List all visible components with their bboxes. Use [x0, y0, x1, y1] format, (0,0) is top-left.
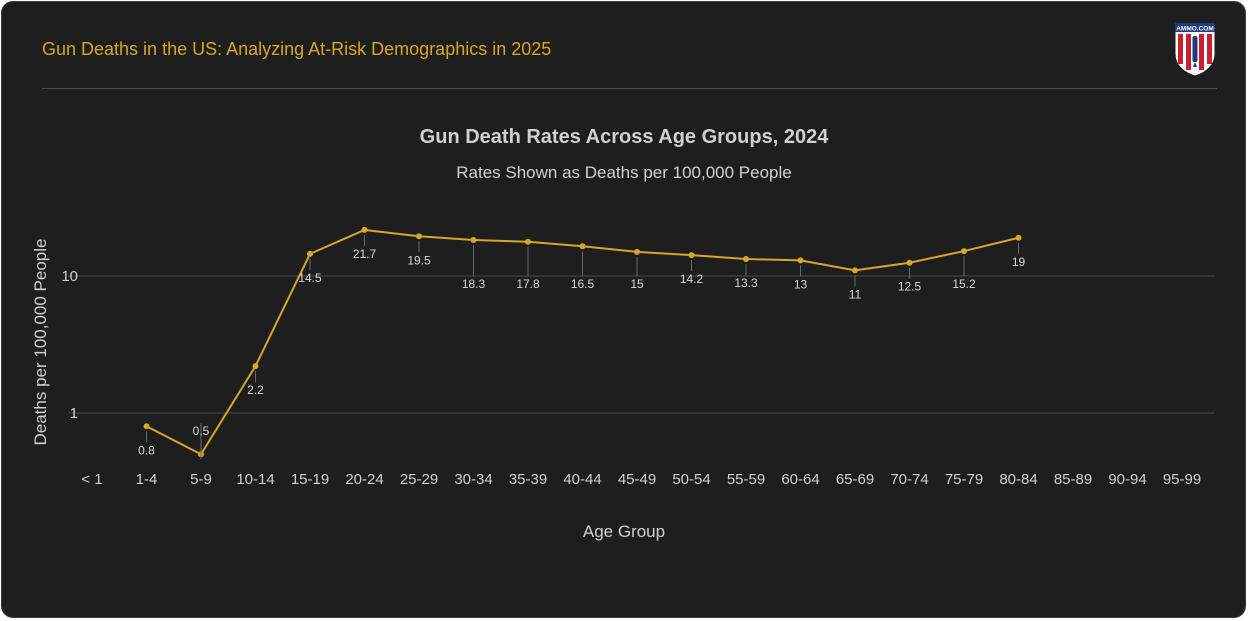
y-axis-ticks: 1 10	[61, 268, 78, 422]
data-label: 19	[1012, 255, 1026, 269]
data-label: 2.2	[247, 383, 264, 397]
data-label: 13.3	[734, 276, 758, 290]
data-label: 14.5	[298, 271, 322, 285]
page-title: Gun Deaths in the US: Analyzing At-Risk …	[42, 39, 552, 59]
data-point	[416, 233, 422, 240]
chart-subtitle: Rates Shown as Deaths per 100,000 People	[456, 163, 792, 182]
data-label: 14.2	[680, 272, 704, 286]
x-tick-label: 10-14	[236, 471, 274, 488]
data-point	[143, 423, 150, 430]
data-point	[797, 257, 804, 264]
y-axis-label: Deaths per 100,000 People	[31, 239, 50, 446]
data-label: 12.5	[898, 280, 922, 294]
data-label: 19.5	[407, 253, 431, 267]
x-tick-label: 65-69	[836, 471, 874, 488]
x-tick-label: 45-49	[618, 471, 656, 488]
x-tick-label: 85-89	[1054, 471, 1092, 488]
x-axis-label: Age Group	[583, 522, 665, 541]
data-point	[252, 363, 259, 370]
data-label: 0.8	[138, 443, 155, 457]
x-tick-label: 20-24	[345, 471, 383, 488]
x-tick-label: 40-44	[563, 471, 601, 488]
y-tick-label: 10	[61, 268, 78, 285]
x-tick-label: 95-99	[1163, 471, 1201, 488]
header-divider	[42, 88, 1217, 89]
data-point	[906, 259, 913, 266]
data-point	[307, 250, 313, 257]
x-tick-label: 90-94	[1108, 471, 1146, 488]
x-tick-label: 70-74	[890, 471, 928, 488]
data-point	[852, 267, 858, 274]
x-axis-ticks: < 1 1-4 5-9 10-14 15-19 20-24 25-29 30-34 35-39 4…	[81, 471, 1201, 488]
x-tick-label: 60-64	[781, 471, 819, 488]
data-label: 16.5	[571, 277, 595, 291]
x-tick-label: 75-79	[945, 471, 983, 488]
data-label: 18.3	[462, 277, 486, 291]
data-label: 15.2	[952, 277, 976, 291]
x-tick-label: 5-9	[190, 471, 212, 488]
x-tick-label: 15-19	[291, 471, 329, 488]
x-tick-label: < 1	[81, 471, 102, 488]
data-point	[525, 238, 531, 245]
data-label: 13	[794, 277, 808, 291]
x-tick-label: 55-59	[727, 471, 765, 488]
data-point	[1015, 234, 1022, 241]
data-point	[579, 243, 586, 250]
ammo-logo: AMMO.COM	[1174, 22, 1216, 77]
chart-title: Gun Death Rates Across Age Groups, 2024	[420, 126, 830, 148]
data-point	[743, 256, 749, 263]
data-labels: 0.8 0.5 2.2 14.5 21.7 19.5 18.3 17.8 16.5 15 14.2 1…	[138, 234, 1026, 460]
data-label: 11	[849, 287, 862, 301]
data-points	[143, 226, 1022, 458]
x-tick-label: 30-34	[454, 471, 492, 488]
x-tick-label: 25-29	[400, 471, 438, 488]
svg-text:AMMO.COM: AMMO.COM	[1176, 26, 1214, 33]
x-tick-label: 50-54	[672, 471, 710, 488]
data-label: 21.7	[353, 247, 377, 261]
gridlines	[68, 275, 1215, 414]
data-label: 0.5	[193, 424, 210, 438]
data-point	[470, 237, 477, 244]
x-tick-label: 80-84	[999, 471, 1037, 488]
x-tick-label: 35-39	[509, 471, 547, 488]
y-tick-label: 1	[70, 405, 78, 422]
data-point	[361, 226, 368, 233]
data-point	[961, 248, 967, 255]
data-point	[634, 248, 640, 255]
data-point	[688, 252, 695, 259]
data-label: 17.8	[516, 277, 540, 291]
x-tick-label: 1-4	[136, 471, 158, 488]
data-label: 15	[630, 277, 644, 291]
